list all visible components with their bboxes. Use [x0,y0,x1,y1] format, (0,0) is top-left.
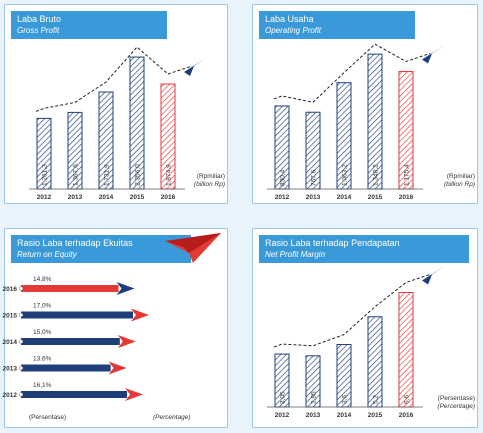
value-label: 3,6 [342,395,349,404]
x-tick-label: 2016 [399,412,414,419]
y-tick-label: 2014 [3,339,18,346]
y-tick-label: 2016 [3,286,18,293]
bar-dot-icon [18,365,24,371]
value-label: 2.356,0 [135,164,142,186]
value-label: 1.175,4 [404,164,411,186]
trend-arrow-icon [184,58,206,77]
operating-profit-chart: 830,4 2012 767,6 2013 1.063,2 2014 1.348,2 2015… [267,43,444,201]
bar-arrowhead-icon [117,335,136,348]
roe-footer-id: (Persentase) [29,414,67,421]
bar-2015 [367,316,383,408]
operating-profit-header: Laba Usaha Operating Profit [259,11,415,39]
value-label: 767,6 [311,169,318,186]
x-tick-label: 2013 [306,412,321,419]
trend-line [273,273,431,348]
bar-arrowhead-icon [116,282,135,295]
x-tick-label: 2014 [337,412,352,419]
npm-title: Rasio Laba terhadap Pendapatan [265,238,400,248]
gross-profit-chart: 1.261,3 2012 1.367,6 2013 1.731,9 2014 2.356,0… [29,46,206,201]
trend-arrow-icon [422,45,444,64]
paper-plane-fold-icon [165,233,221,253]
value-label: 1.367,6 [73,164,80,186]
npm-unit-en: (Percentage) [437,403,475,410]
gross-profit-unit-en: (billion Rp) [193,181,225,188]
operating-profit-title: Laba Usaha [265,14,314,24]
bar-2016 [21,285,119,292]
value-label: 17,0% [33,303,52,310]
x-tick-label: 2013 [306,194,321,201]
x-tick-label: 2012 [275,194,290,201]
operating-profit-panel: Laba Usaha Operating Profit 830,4 2012 767… [252,4,478,204]
roe-panel: Rasio Laba terhadap Ekuitas Return on Eq… [3,228,228,428]
value-label: 13,6% [33,356,52,363]
value-label: 830,4 [280,169,287,186]
gross-profit-unit-id: (Rpmiliar) [196,173,225,180]
trend-arrow-icon [422,266,444,285]
x-tick-label: 2016 [399,194,414,201]
trend-line [35,46,193,112]
bar-2013 [21,364,111,372]
bar-2012 [21,391,128,398]
bar-dot-icon [18,392,24,397]
x-tick-label: 2014 [337,194,352,201]
npm-unit: (Persentase) (Percentage) [423,395,475,411]
gross-profit-header: Laba Bruto Gross Profit [11,11,167,39]
value-label: 5,2 [373,395,380,404]
value-label: 14,8% [33,276,52,283]
value-label: 3,05 [280,391,287,404]
bar-dot-icon [18,312,24,318]
roe-header: Rasio Laba terhadap Ekuitas Return on Eq… [11,235,191,263]
operating-profit-unit-id: (Rpmiliar) [446,173,475,180]
roe-title: Rasio Laba terhadap Ekuitas [17,238,133,248]
npm-chart: 3,05 2012 2,95 2013 3,6 2014 5,2 2015 6,6 2016 [267,266,444,419]
bar-arrowhead-icon [125,388,144,401]
y-tick-label: 2012 [3,392,18,399]
value-label: 1.348,2 [373,164,380,186]
bar-2016 [398,291,414,408]
bar-2015 [21,311,133,319]
npm-header: Rasio Laba terhadap Pendapatan Net Profi… [259,235,469,263]
bar-arrowhead-icon [131,308,149,322]
value-label: 15,0% [33,329,52,336]
x-tick-label: 2012 [275,412,290,419]
operating-profit-unit: (Rpmiliar) (billion Rp) [435,173,475,189]
value-label: 16,1% [33,382,52,389]
y-tick-label: 2015 [3,312,18,319]
roe-footer-en: (Percentage) [153,414,191,421]
value-label: 1.731,9 [104,164,111,186]
value-label: 2,95 [311,391,318,404]
y-tick-label: 2013 [3,365,18,372]
x-tick-label: 2015 [368,412,383,419]
x-tick-label: 2014 [99,194,114,201]
operating-profit-subtitle: Operating Profit [265,26,322,35]
gross-profit-title: Laba Bruto [17,14,62,24]
value-label: 6,6 [404,395,411,404]
x-tick-label: 2013 [68,194,83,201]
x-tick-label: 2016 [161,194,176,201]
value-label: 1.063,2 [342,164,349,186]
x-tick-label: 2015 [130,194,145,201]
x-tick-label: 2015 [368,194,383,201]
value-label: 1.874,9 [166,164,173,186]
npm-unit-id: (Persentase) [437,395,475,402]
npm-panel: Rasio Laba terhadap Pendapatan Net Profi… [252,228,478,428]
bar-2014 [21,338,120,345]
roe-subtitle: Return on Equity [17,250,77,259]
operating-profit-unit-en: (billion Rp) [443,181,475,188]
bar-arrowhead-icon [108,361,127,375]
x-tick-label: 2012 [37,194,52,201]
gross-profit-panel: Laba Bruto Gross Profit 1.261,3 2012 1.367… [4,4,228,204]
trend-line [273,43,431,103]
gross-profit-unit: (Rpmiliar) (billion Rp) [185,173,225,189]
bar-dot-icon [18,286,24,291]
value-label: 1.261,3 [42,164,49,186]
bar-dot-icon [18,339,24,344]
gross-profit-subtitle: Gross Profit [17,26,60,35]
roe-chart: 2016 14,8% 2015 17,0% 2014 15,0% 2013 13,6% 2012… [3,233,221,401]
npm-subtitle: Net Profit Margin [265,250,326,259]
